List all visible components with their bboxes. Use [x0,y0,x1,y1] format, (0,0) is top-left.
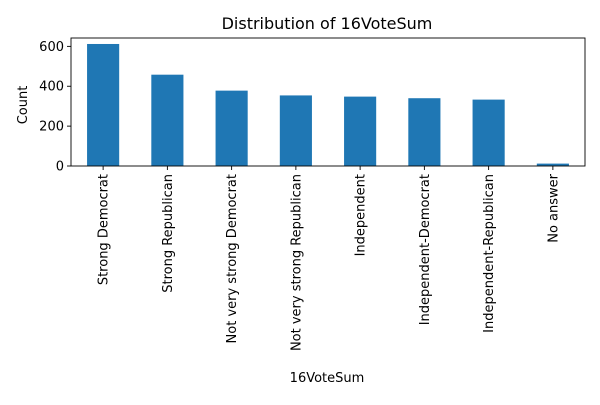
bar-6 [408,98,441,166]
bar-7 [472,99,505,166]
y-tick-label: 0 [56,160,64,175]
plot-area: 0 200 400 600 Strong Democrat Strong Republic… [39,37,586,351]
bar-5 [344,96,377,166]
bar-2 [151,74,184,166]
axes-frame [70,37,586,167]
bar-3 [215,90,248,166]
bar-1 [87,43,120,166]
x-tick-label: Strong Republican [161,174,176,293]
x-tick-label: Strong Democrat [97,174,112,285]
x-tick-label: Not very strong Republican [289,174,304,351]
chart-title: Distribution of 16VoteSum [222,14,433,33]
x-tick-label: Independent [354,174,369,256]
x-tick-label: Not very strong Democrat [225,174,240,343]
x-tick-label: Independent-Republican [482,174,497,333]
y-tick-label: 600 [39,40,64,55]
x-axis-label: 16VoteSum [290,371,365,386]
bar-8 [536,163,569,166]
y-tick-label: 400 [39,80,64,95]
y-tick-label: 200 [39,120,64,135]
x-tick-label: No answer [546,173,561,242]
x-tick-label: Independent-Democrat [418,174,433,325]
bar-4 [279,95,312,166]
y-axis-label: Count [16,86,31,125]
